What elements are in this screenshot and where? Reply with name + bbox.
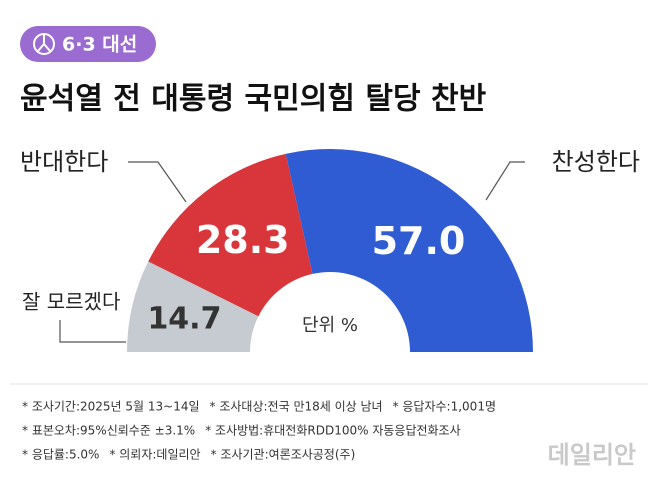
category-label: 잘 모르겠다 <box>22 290 120 314</box>
value-label: 14.7 <box>147 301 221 336</box>
category-label: 반대한다 <box>20 148 108 176</box>
note: * 조사기간:2025년 5월 13~14일 <box>22 400 200 414</box>
leader-line <box>485 161 525 201</box>
badge-text: 6·3 대선 <box>62 34 137 56</box>
badge-icon-mark <box>37 34 51 52</box>
leader-line <box>59 320 126 343</box>
category-label: 찬성한다 <box>552 148 640 176</box>
value-label: 57.0 <box>372 219 466 263</box>
value-label: 28.3 <box>196 218 290 262</box>
note: * 조사방법:휴대전화RDD100% 자동응답전화조사 <box>205 424 460 438</box>
badge <box>20 26 156 62</box>
center-label: 단위 % <box>302 315 358 336</box>
note: * 의뢰자:데일리안 <box>109 448 200 462</box>
logo: 데일리안 <box>548 441 636 469</box>
note: * 조사기관:여론조사공정(주) <box>211 448 356 462</box>
leader-line <box>128 161 187 203</box>
note: * 표본오차:95%신뢰수준 ±3.1% <box>22 424 195 438</box>
notes: * 조사기간:2025년 5월 13~14일 * 조사대상:전국 만18세 이상 … <box>22 400 496 462</box>
note: * 응답률:5.0% <box>22 448 99 462</box>
segment <box>127 261 259 352</box>
segment <box>285 149 533 352</box>
note: * 응답자수:1,001명 <box>393 400 496 414</box>
note: * 조사대상:전국 만18세 이상 남녀 <box>210 400 383 414</box>
segment <box>148 153 313 317</box>
chart-title: 윤석열 전 대통령 국민의힘 탈당 찬반 <box>20 82 487 117</box>
